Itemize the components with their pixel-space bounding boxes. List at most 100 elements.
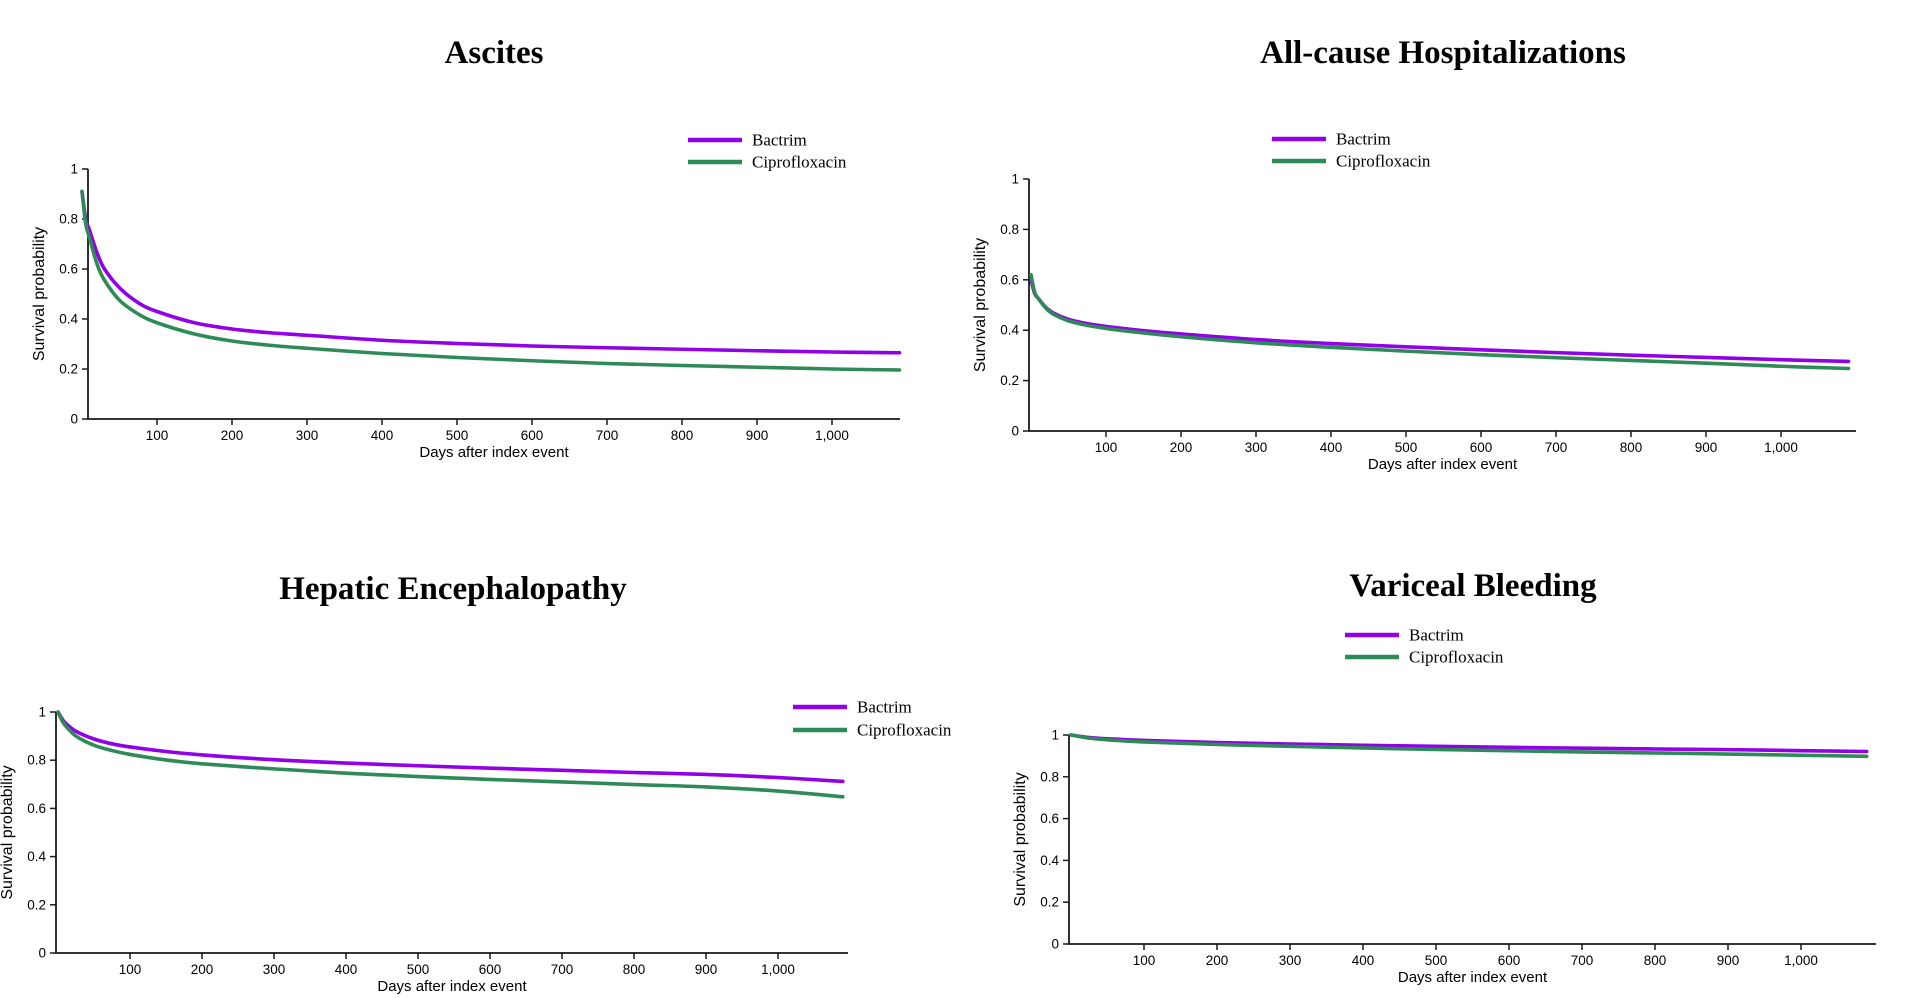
x-tick-label: 200 [1206,953,1229,968]
km-panel-variceal-bleeding: Variceal Bleeding Bactrim Ciprofloxacin 0 0.… [957,499,1914,998]
y-tick-label: 0.8 [1040,769,1059,784]
x-tick-label: 400 [371,428,394,443]
km-panel-all-cause-hospitalizations: All-cause Hospitalizations Bactrim Ciprofl… [957,0,1914,499]
y-tick-label: 0.4 [1040,853,1059,868]
y-tick-label: 0.6 [27,801,46,816]
x-tick-label: 100 [146,428,169,443]
y-tick-label: 0 [1011,424,1019,439]
y-tick-label: 0.2 [1040,895,1059,910]
x-axis-title: Days after index event [1398,969,1548,986]
x-tick-label: 700 [1571,953,1594,968]
legend-label-bactrim: Bactrim [752,131,807,150]
axes-lines [1068,735,1876,945]
x-tick-label: 600 [521,428,544,443]
x-tick-label: 1,000 [815,428,849,443]
x-tick-label: 100 [119,962,142,977]
chart-title: Variceal Bleeding [1349,568,1597,604]
survival-curve-bactrim [1029,278,1851,364]
y-tick-label: 0 [38,946,46,961]
x-tick-label: 900 [695,962,718,977]
survival-curve-bactrim [56,710,845,784]
y-tick-label: 0.8 [1000,222,1019,237]
x-tick-label: 800 [1620,440,1643,455]
y-tick-label: 0.4 [27,849,46,864]
legend-label-bactrim: Bactrim [1336,130,1391,149]
legend-label-ciprofloxacin: Ciprofloxacin [857,721,952,740]
survival-chart-svg: Variceal Bleeding Bactrim Ciprofloxacin 0 0.… [1012,568,1876,986]
legend-label-ciprofloxacin: Ciprofloxacin [1409,648,1504,667]
x-axis-title: Days after index event [419,444,569,461]
y-tick-label: 0.4 [59,312,78,327]
chart-title: All-cause Hospitalizations [1260,35,1626,71]
x-tick-label: 100 [1095,440,1118,455]
y-tick-label: 0.2 [59,362,78,377]
x-tick-label: 1,000 [1764,440,1798,455]
chart-title: Hepatic Encephalopathy [279,571,627,607]
survival-curve-ciprofloxacin [56,710,845,799]
survival-curve-ciprofloxacin [1029,272,1851,371]
y-tick-label: 1 [70,162,78,177]
y-tick-label: 1 [1011,172,1019,187]
x-tick-label: 300 [263,962,286,977]
axes-lines [87,169,900,420]
y-tick-label: 0.4 [1000,323,1019,338]
x-tick-label: 500 [446,428,469,443]
x-tick-label: 200 [1170,440,1193,455]
km-panel-hepatic-encephalopathy: Hepatic Encephalopathy Bactrim Ciprofloxac… [0,499,957,998]
x-tick-label: 900 [746,428,769,443]
x-tick-label: 800 [671,428,694,443]
x-tick-label: 700 [596,428,619,443]
x-tick-label: 700 [1545,440,1568,455]
x-tick-label: 600 [1498,953,1521,968]
x-tick-label: 400 [1320,440,1343,455]
y-tick-label: 0.6 [1040,811,1059,826]
x-tick-label: 700 [551,962,574,977]
x-tick-label: 500 [1395,440,1418,455]
legend-label-bactrim: Bactrim [1409,626,1464,645]
y-tick-label: 0.6 [59,262,78,277]
y-tick-label: 0.2 [1000,373,1019,388]
chart-title: Ascites [445,35,544,71]
legend-label-ciprofloxacin: Ciprofloxacin [752,153,847,172]
x-tick-label: 100 [1133,953,1156,968]
x-tick-label: 900 [1717,953,1740,968]
x-tick-label: 600 [1470,440,1493,455]
x-tick-label: 900 [1695,440,1718,455]
legend-label-bactrim: Bactrim [857,698,912,717]
survival-curve-ciprofloxacin [1069,733,1869,759]
x-tick-label: 800 [623,962,646,977]
x-tick-label: 1,000 [1784,953,1818,968]
y-axis-title: Survival probability [972,238,989,372]
x-tick-label: 600 [479,962,502,977]
x-tick-label: 300 [1245,440,1268,455]
y-tick-label: 0.8 [27,753,46,768]
y-axis-title: Survival probability [1012,772,1029,906]
y-axis-title: Survival probability [31,227,48,361]
x-axis-title: Days after index event [377,978,527,995]
survival-chart-svg: Hepatic Encephalopathy Bactrim Ciprofloxac… [0,571,952,995]
x-tick-label: 500 [407,962,430,977]
y-tick-label: 0.6 [1000,272,1019,287]
axes-lines [1028,179,1856,432]
y-tick-label: 0 [1051,937,1059,952]
km-panel-ascites: Ascites Bactrim Ciprofloxacin 0 0.2 0.4 0.6 0.8… [0,0,957,499]
x-tick-label: 400 [1352,953,1375,968]
y-tick-label: 1 [38,705,46,720]
x-tick-label: 300 [296,428,319,443]
survival-chart-svg: Ascites Bactrim Ciprofloxacin 0 0.2 0.4 0.6 0.8… [31,35,902,461]
x-tick-label: 200 [221,428,244,443]
survival-chart-svg: All-cause Hospitalizations Bactrim Ciprofl… [972,35,1856,473]
survival-curve-ciprofloxacin [80,189,902,372]
x-tick-label: 400 [335,962,358,977]
y-tick-label: 0.2 [27,897,46,912]
x-tick-label: 800 [1644,953,1667,968]
x-tick-label: 1,000 [761,962,795,977]
x-tick-label: 300 [1279,953,1302,968]
legend-label-ciprofloxacin: Ciprofloxacin [1336,152,1431,171]
y-tick-label: 1 [1051,728,1059,743]
axes-lines [55,712,848,954]
x-tick-label: 200 [191,962,214,977]
y-tick-label: 0 [70,412,78,427]
y-tick-label: 0.8 [59,212,78,227]
